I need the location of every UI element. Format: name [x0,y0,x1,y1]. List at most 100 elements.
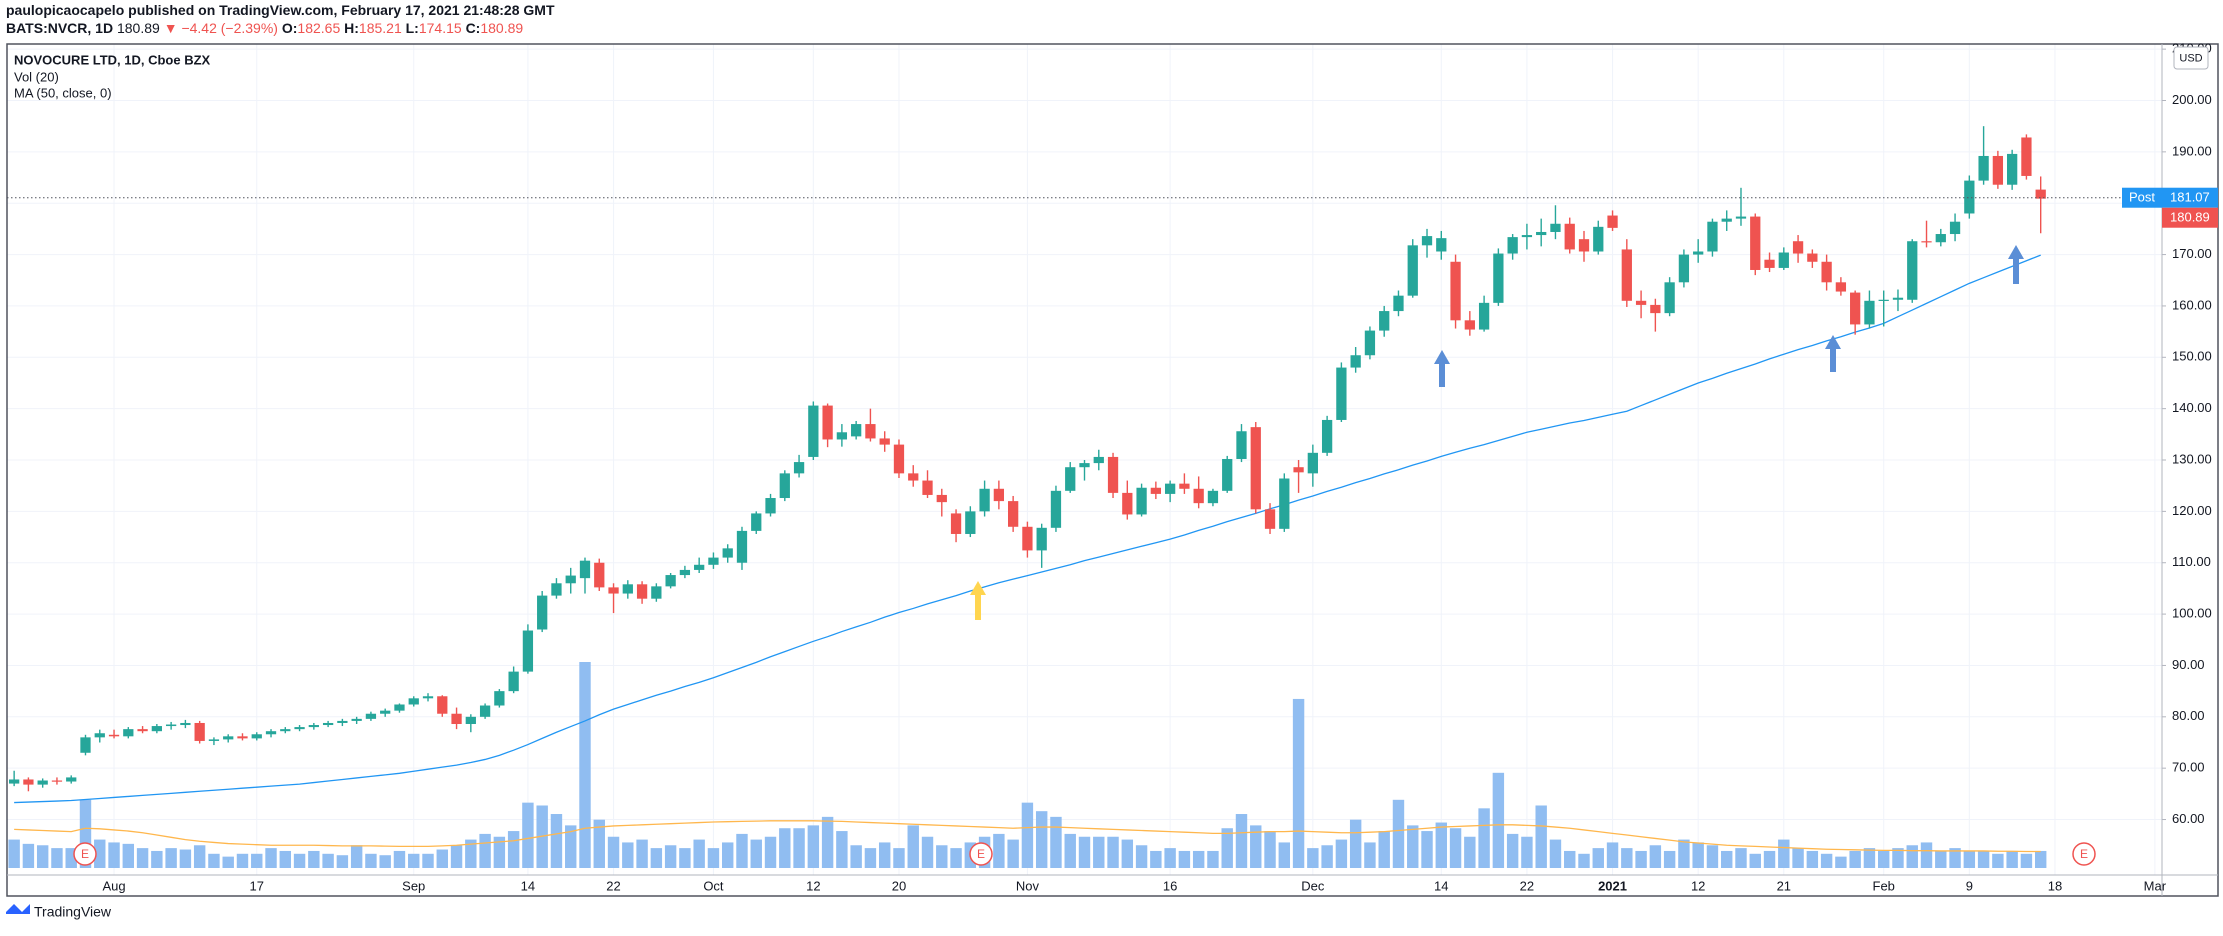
volume-bar [550,814,563,868]
candle-body [1022,526,1033,551]
candle-body [1564,223,1575,250]
volume-bar [1692,842,1704,868]
x-tick-label: 12 [806,878,820,893]
volume-bar [1621,848,1633,868]
volume-bar [779,828,791,868]
post-tag [2122,187,2162,208]
volume-bar [1678,839,1690,868]
candle-body [380,710,391,714]
volume-bar [1549,839,1562,868]
volume-bar [1292,698,1305,868]
candle-body [1250,427,1261,510]
currency-box[interactable] [2173,46,2209,70]
candle-body [608,587,619,594]
candle-body [1136,487,1147,515]
candle-body [1079,463,1090,468]
legend-ma: MA (50, close, 0) [14,85,112,100]
volume-bar [1992,853,2004,868]
earnings-circle[interactable] [2072,842,2096,866]
candle-body [1650,304,1661,314]
candle-body [394,704,405,711]
volume-bar [764,836,777,868]
earnings-label[interactable]: E [81,847,89,861]
candle-body [280,729,291,732]
earnings-label[interactable]: E [977,847,985,861]
earnings-circle[interactable] [73,842,97,866]
candle-body [1935,234,1946,243]
candle-body [665,575,676,587]
candle-body [1179,483,1190,489]
volume-bar [1706,845,1719,868]
candle-body [1107,456,1119,493]
volume-bar [1235,814,1248,868]
volume-bar [1835,856,1847,868]
candle-body [1921,241,1932,243]
brand-logo [6,904,30,914]
volume-bar [122,843,135,868]
candle-body [1764,259,1775,268]
volume-bar [1150,850,1162,868]
candle-body [922,480,933,495]
candle-body [1350,355,1361,368]
volume-bar [1949,848,1961,868]
volume-bar [22,843,35,868]
volume-bar [579,662,591,868]
volume-bar [8,839,20,868]
y-tick-label: 90.00 [2172,657,2205,672]
candle-body [1992,155,2004,185]
volume-bar [1877,850,1890,868]
volume-bar [51,848,63,868]
candle-body [23,779,34,785]
volume-bar [1407,825,1419,868]
x-tick-label: Mar [2144,878,2167,893]
volume-bar [1335,839,1348,868]
candle-body [1364,330,1376,356]
x-tick-label: Dec [1301,878,1325,893]
arrow: ▼ [164,20,178,36]
candle-body [1065,467,1076,491]
candle-body [237,736,248,739]
candle-body [51,780,63,782]
volume-bar [1349,819,1362,868]
volume-bar [878,842,891,868]
volume-bar [365,853,377,868]
y-tick-label: 200.00 [2172,92,2212,107]
candle-body [965,511,976,534]
symbol: BATS:NVCR, 1D [6,20,113,36]
x-tick-label: Aug [102,878,125,893]
candle-body [1807,253,1818,262]
last: 180.89 [117,20,160,36]
frame [6,43,2219,897]
volume-bar [1378,831,1390,868]
currency[interactable]: USD [2179,52,2202,64]
x-tick-label: 18 [2048,878,2062,893]
volume-bar [1763,850,1776,868]
volume-bar [864,848,877,868]
y-tick-label: 170.00 [2172,246,2212,261]
earnings-marker[interactable]: E [2072,842,2096,866]
symbol-line: BATS:NVCR, 1D 180.89 ▼ −4.42 (−2.39%) O:… [6,20,523,36]
volume-bar [436,849,448,868]
volume-bar [1307,848,1319,868]
earnings-label[interactable]: E [2080,847,2088,861]
volume-bar [1278,842,1291,868]
volume-bar [893,848,905,868]
earnings-marker[interactable]: E [73,842,97,866]
volume-bar [151,850,163,868]
volume-bar [950,848,962,868]
volume-bar [793,828,805,868]
x-tick-label: 12 [1691,878,1705,893]
earnings-circle[interactable] [969,842,993,866]
volume-bar [1449,828,1462,868]
candle-body [522,630,534,672]
x-tick-label: 20 [892,878,906,893]
candle-body [1436,238,1447,252]
candle-body [1949,221,1961,235]
candle-body [1835,282,1847,292]
candle-body [180,722,191,726]
volume-bar [1578,853,1590,868]
candle-body [451,713,462,725]
y-tick-label: 140.00 [2172,400,2212,415]
earnings-marker[interactable]: E [969,842,993,866]
